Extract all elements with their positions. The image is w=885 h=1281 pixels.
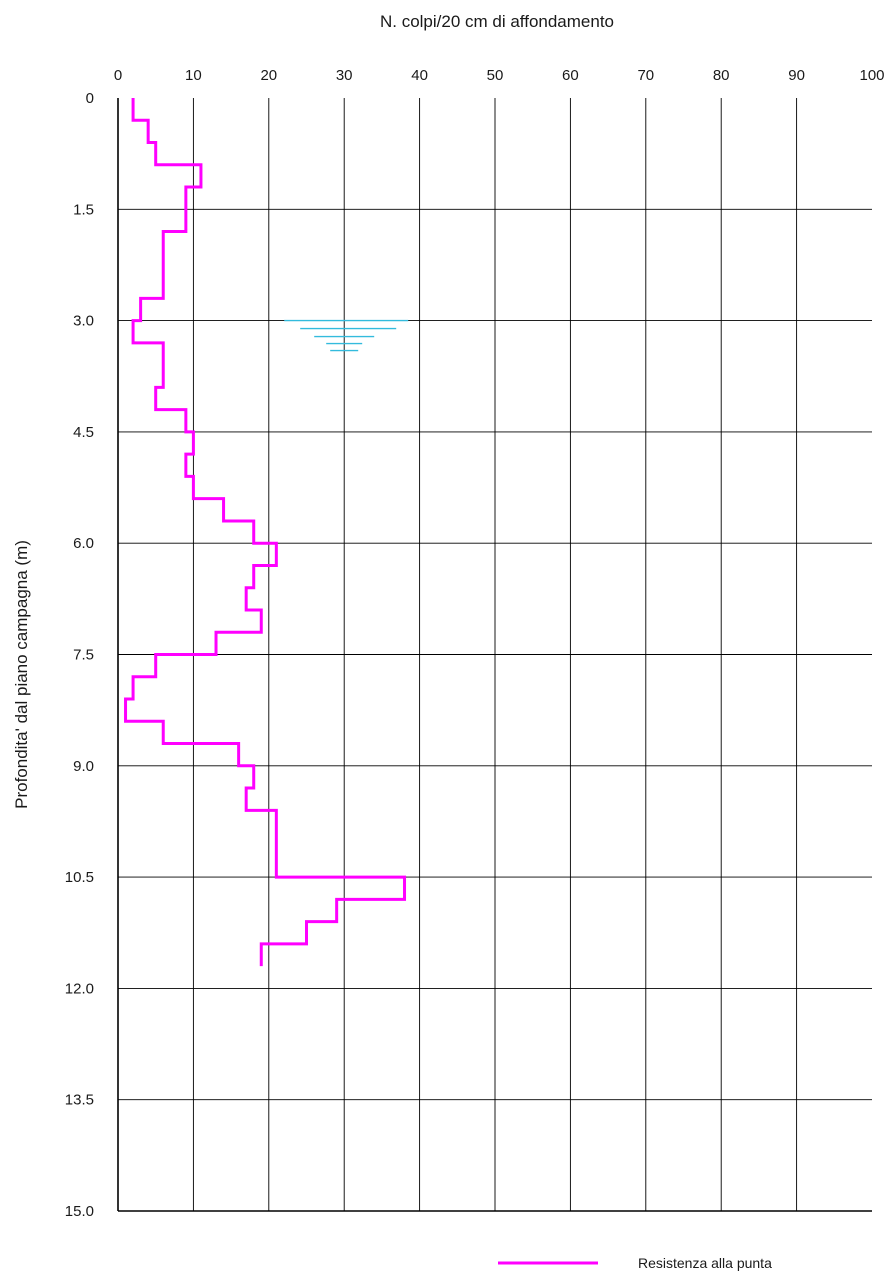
series-line	[124, 98, 407, 967]
x-axis-title: N. colpi/20 cm di affondamento	[380, 12, 614, 31]
x-tick-label: 100	[859, 67, 884, 84]
x-tick-label: 0	[114, 67, 122, 84]
y-tick-label: 13.5	[65, 1092, 94, 1109]
y-tick-label: 1.5	[73, 201, 94, 218]
y-axis-title: Profondita' dal piano campagna (m)	[12, 540, 31, 809]
grid	[118, 98, 872, 1211]
x-tick-label: 80	[713, 67, 730, 84]
y-tick-label: 10.5	[65, 869, 94, 886]
data-series	[124, 98, 407, 967]
y-tick-label: 3.0	[73, 313, 94, 330]
x-tick-label: 30	[336, 67, 353, 84]
y-tick-label: 4.5	[73, 424, 94, 441]
x-tick-label: 10	[185, 67, 202, 84]
x-tick-label: 60	[562, 67, 579, 84]
x-tick-label: 50	[487, 67, 504, 84]
legend: Resistenza alla punta	[498, 1255, 772, 1271]
x-tick-label: 70	[637, 67, 654, 84]
y-tick-label: 12.0	[65, 980, 94, 997]
plot-frame	[117, 98, 872, 1212]
x-axis-ticks: 0 10 20 30 40 50 60 70 80 90 100	[114, 67, 885, 84]
water-table-marker	[284, 319, 409, 352]
x-tick-label: 90	[788, 67, 805, 84]
y-tick-label: 15.0	[65, 1203, 94, 1220]
y-tick-label: 0	[86, 90, 94, 107]
y-axis-ticks: 0 1.5 3.0 4.5 6.0 7.5 9.0 10.5 12.0 13.5 15.0	[65, 90, 94, 1220]
y-tick-label: 6.0	[73, 535, 94, 552]
x-tick-label: 20	[260, 67, 277, 84]
y-tick-label: 9.0	[73, 758, 94, 775]
x-tick-label: 40	[411, 67, 428, 84]
y-tick-label: 7.5	[73, 647, 94, 664]
legend-label: Resistenza alla punta	[638, 1255, 772, 1271]
